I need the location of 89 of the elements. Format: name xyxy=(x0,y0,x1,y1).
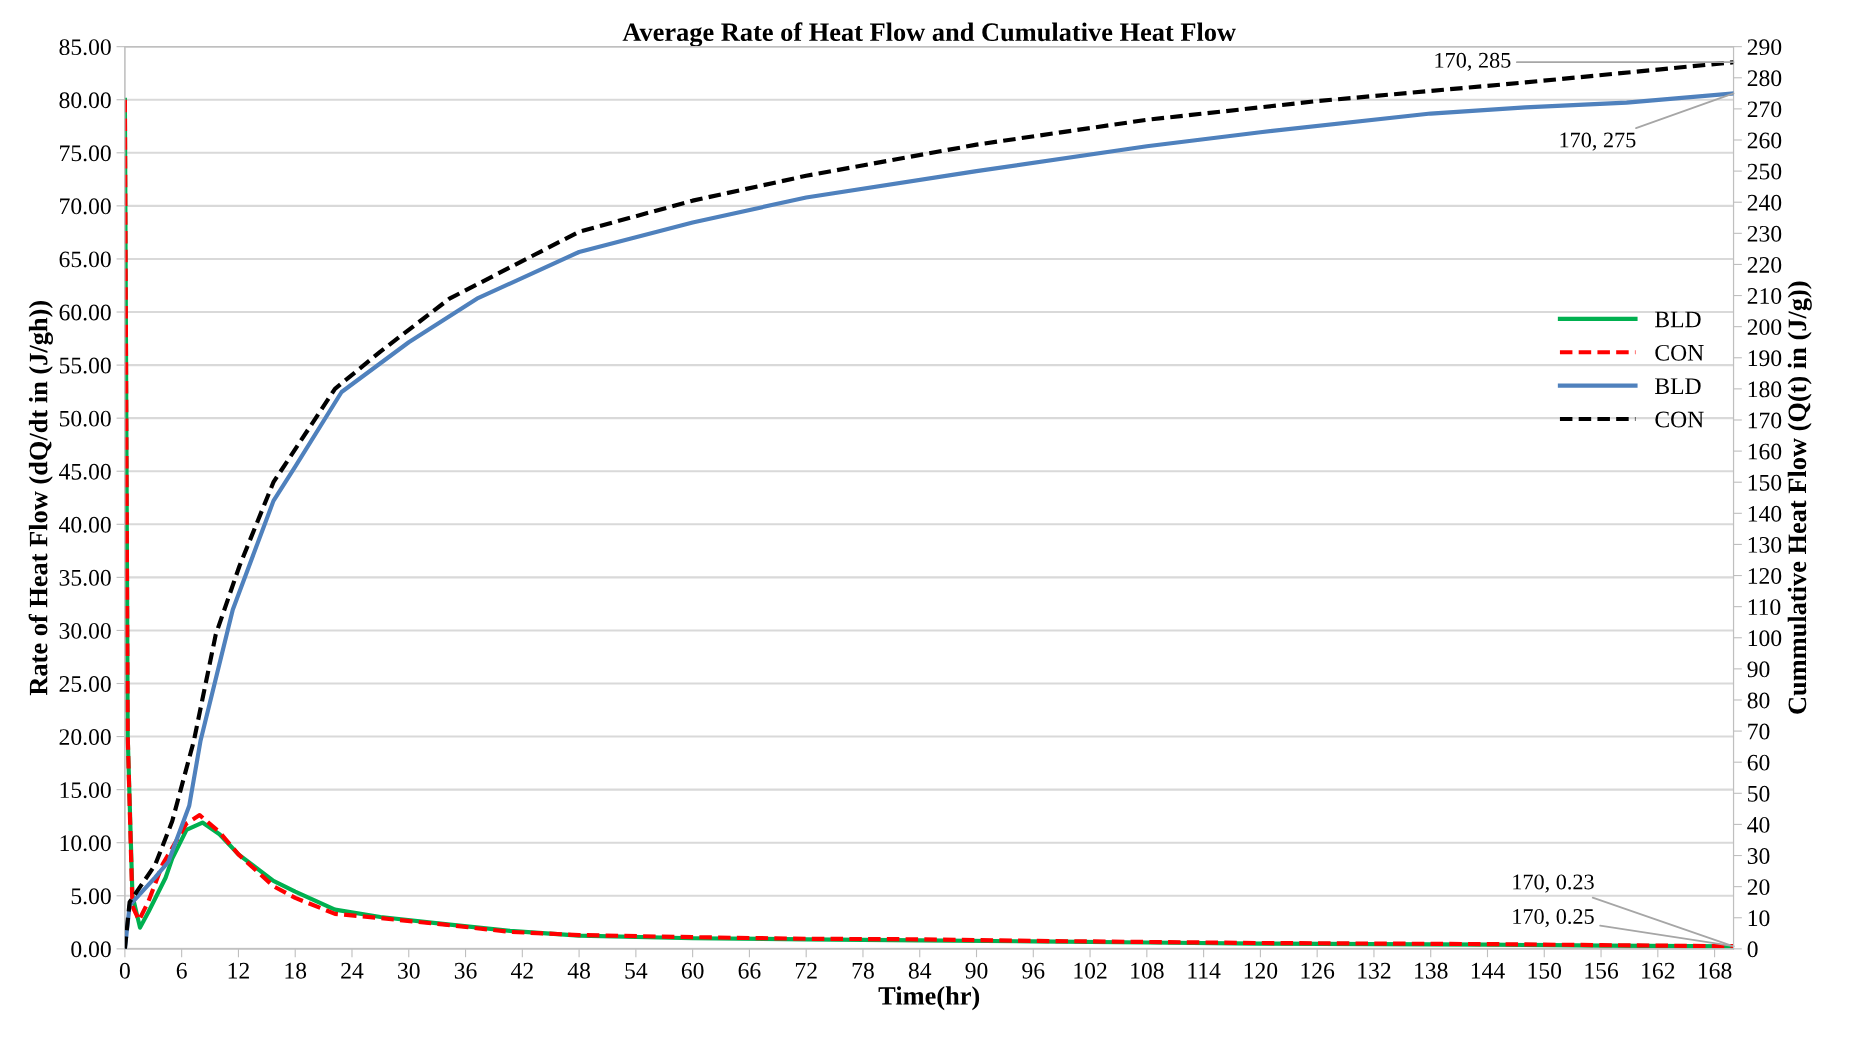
y2-tick-label: 260 xyxy=(1747,132,1782,149)
x-tick-label: 42 xyxy=(510,962,533,979)
y-tick-label: 25.00 xyxy=(59,676,111,693)
y-tick-label: 50.00 xyxy=(59,410,111,427)
x-tick-label: 72 xyxy=(795,962,817,979)
y2-tick-label: 200 xyxy=(1747,319,1782,336)
y2-tick-label: 100 xyxy=(1748,630,1782,647)
y2-tick-label: 180 xyxy=(1748,381,1782,398)
y2-tick-label: 70 xyxy=(1748,723,1770,740)
y-tick-label: 75.00 xyxy=(60,145,111,162)
data-label: 170, 285 xyxy=(1435,52,1511,71)
y-tick-label: 35.00 xyxy=(59,569,111,586)
y2-tick-label: 90 xyxy=(1747,661,1770,678)
y2-tick-label: 40 xyxy=(1747,816,1770,833)
y-tick-label: 80.00 xyxy=(59,92,111,109)
y-tick-label: 30.00 xyxy=(59,622,111,639)
y2-tick-label: 190 xyxy=(1748,350,1782,367)
y2-tick-label: 210 xyxy=(1747,288,1782,304)
y2-tick-label: 250 xyxy=(1747,163,1782,180)
y-tick-label: 10.00 xyxy=(60,835,111,852)
legend-label: CON xyxy=(1655,344,1704,361)
x-tick-label: 138 xyxy=(1415,962,1448,979)
x-axis-title: Time(hr) xyxy=(878,986,980,1011)
x-tick-label: 18 xyxy=(285,962,307,979)
legend-label: CON xyxy=(1655,411,1704,428)
y2-tick-label: 110 xyxy=(1748,599,1781,616)
y2-tick-label: 240 xyxy=(1747,194,1782,211)
x-tick-label: 144 xyxy=(1471,962,1505,979)
y2-tick-label: 280 xyxy=(1747,70,1782,87)
y2-tick-label: 0 xyxy=(1747,941,1758,958)
x-tick-label: 84 xyxy=(908,962,932,979)
x-tick-label: 162 xyxy=(1642,962,1675,979)
y-tick-label: 85.00 xyxy=(59,39,111,56)
x-tick-label: 108 xyxy=(1131,962,1164,979)
x-tick-label: 114 xyxy=(1188,962,1221,979)
x-tick-label: 6 xyxy=(176,962,187,979)
y-tick-label: 70.00 xyxy=(60,198,111,215)
x-tick-label: 120 xyxy=(1244,962,1278,979)
y-tick-label: 65.00 xyxy=(59,251,111,268)
x-tick-label: 48 xyxy=(567,962,590,979)
y2-tick-label: 60 xyxy=(1747,754,1770,771)
y2-tick-label: 220 xyxy=(1747,256,1782,273)
y2-tick-label: 160 xyxy=(1748,443,1782,460)
y-tick-label: 0.00 xyxy=(71,941,111,958)
x-tick-label: 96 xyxy=(1022,962,1045,979)
y2-tick-label: 50 xyxy=(1748,785,1770,802)
data-label: 170, 275 xyxy=(1560,132,1636,151)
y2-tick-label: 120 xyxy=(1748,568,1782,584)
y-tick-label: 5.00 xyxy=(71,888,111,905)
x-tick-label: 168 xyxy=(1698,962,1732,979)
y2-tick-label: 130 xyxy=(1748,536,1782,553)
chart-title: Average Rate of Heat Flow and Cumulative Heat Flow xyxy=(622,22,1236,47)
y2-tick-label: 10 xyxy=(1748,910,1770,927)
x-tick-label: 12 xyxy=(228,962,249,979)
y2-tick-label: 170 xyxy=(1748,412,1782,429)
x-tick-label: 90 xyxy=(965,962,988,979)
y-tick-label: 60.00 xyxy=(59,304,111,321)
y2-tick-label: 20 xyxy=(1747,879,1770,896)
x-tick-label: 150 xyxy=(1528,962,1562,979)
y2-tick-label: 150 xyxy=(1748,474,1782,491)
y2-tick-label: 80 xyxy=(1747,692,1770,709)
legend-label: BLD xyxy=(1655,311,1701,328)
x-tick-label: 24 xyxy=(341,962,364,979)
y2-tick-label: 290 xyxy=(1747,39,1782,56)
x-tick-label: 60 xyxy=(681,962,704,979)
legend-label: BLD xyxy=(1655,378,1701,394)
y-tick-label: 15.00 xyxy=(60,782,111,799)
y-tick-label: 55.00 xyxy=(59,357,111,374)
x-tick-label: 126 xyxy=(1301,962,1335,979)
x-tick-label: 132 xyxy=(1358,962,1391,979)
y2-tick-label: 140 xyxy=(1748,505,1782,522)
x-tick-label: 0 xyxy=(119,962,130,979)
x-tick-label: 102 xyxy=(1074,962,1107,979)
y2-tick-label: 230 xyxy=(1747,225,1782,242)
x-tick-label: 30 xyxy=(398,962,420,979)
x-tick-label: 36 xyxy=(454,962,477,979)
data-label: 170, 0.25 xyxy=(1513,908,1594,928)
x-tick-label: 54 xyxy=(625,962,648,979)
y2-axis-title: Cummulative Heat Flow (Q(t) in (J/g)) xyxy=(1787,281,1812,714)
x-tick-label: 66 xyxy=(738,962,761,979)
y-tick-label: 45.00 xyxy=(59,463,111,480)
y2-tick-label: 270 xyxy=(1747,101,1782,118)
x-tick-label: 156 xyxy=(1585,962,1619,979)
x-tick-label: 78 xyxy=(852,962,874,979)
y-tick-label: 20.00 xyxy=(59,729,111,746)
y2-tick-label: 30 xyxy=(1747,848,1770,864)
data-label: 170, 0.23 xyxy=(1513,874,1594,893)
y-axis-title: Rate of Heat Flow (dQ/dt in (J/gh)) xyxy=(28,301,54,696)
y-tick-label: 40.00 xyxy=(59,516,111,533)
